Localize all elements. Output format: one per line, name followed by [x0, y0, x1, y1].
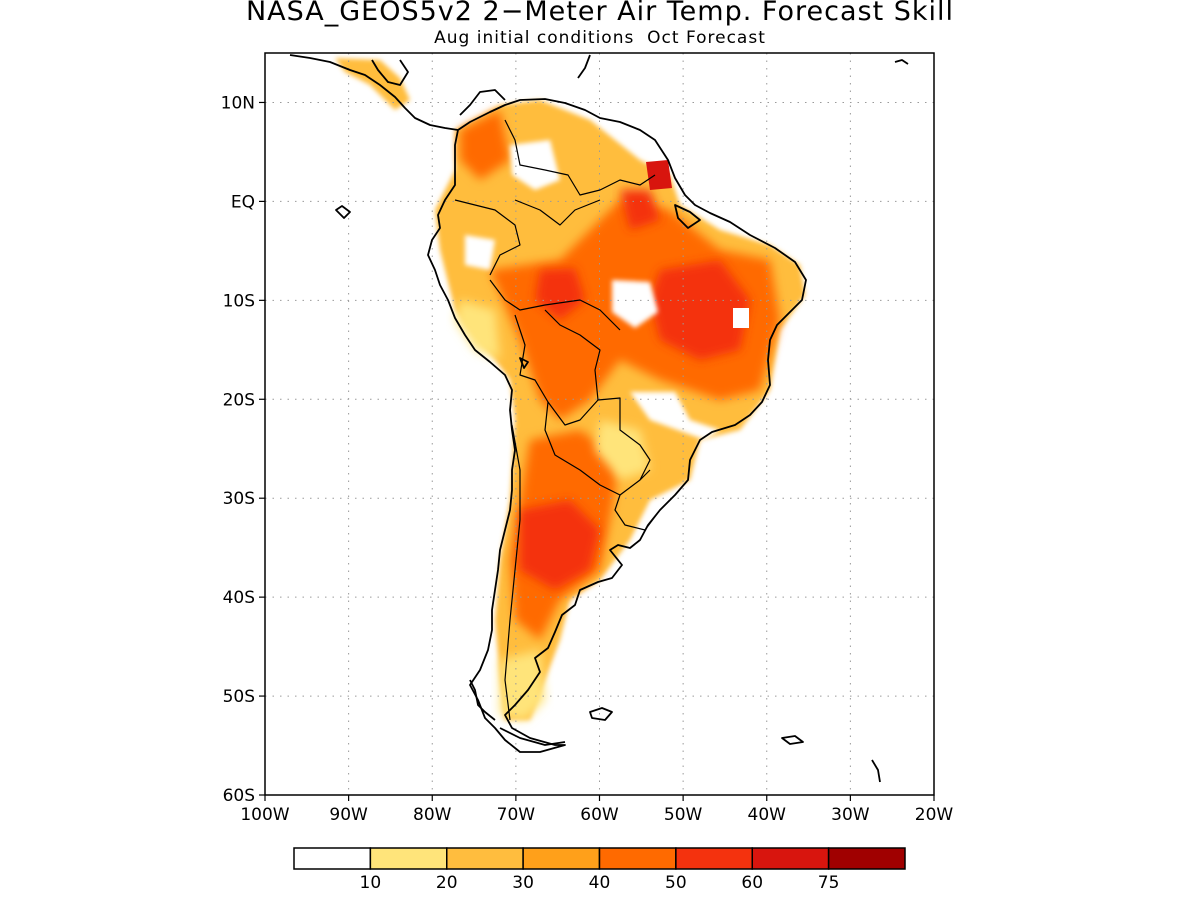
south-america-coastline [427, 98, 807, 753]
map-subtitle: Aug initial conditions Oct Forecast [434, 28, 766, 48]
coastline [289, 54, 909, 783]
amazon-delta [674, 204, 701, 229]
skill-field-red [620, 190, 660, 230]
skill-field-red [535, 268, 585, 320]
colorbar-swatch [446, 847, 524, 870]
longitude-label: 90W [329, 805, 368, 825]
longitude-labels: 100W 90W 80W 70W 60W 50W 40W 30W 20W [240, 795, 953, 825]
country-border [454, 199, 521, 276]
latitude-labels: 10N EQ 10S 20S 30S 40S 50S 60S [221, 93, 265, 806]
colorbar-swatch [827, 847, 906, 870]
longitude-label: 80W [413, 805, 452, 825]
country-border [504, 119, 656, 196]
country-border [489, 279, 621, 331]
map-title: NASA_GEOS5v2 2−Meter Air Temp. Forecast … [245, 0, 955, 27]
longitude-label: 20W [915, 805, 954, 825]
colorbar-label: 40 [589, 873, 611, 893]
central-america-coastline [289, 54, 459, 131]
country-border [514, 199, 601, 226]
colorbar: 10 20 30 40 50 60 75 [293, 847, 906, 893]
country-border [544, 309, 601, 401]
map-frame [264, 52, 935, 796]
colorbar-swatch [598, 847, 677, 870]
longitude-label: 30W [831, 805, 870, 825]
skill-field-orange [460, 110, 510, 180]
skill-field-red [646, 160, 672, 190]
latitude-label: 30S [223, 489, 255, 509]
latitude-label: 10N [221, 93, 255, 113]
colorbar-swatch [751, 847, 830, 870]
country-borders [454, 119, 661, 721]
colorbar-label: 50 [665, 873, 687, 893]
country-border [544, 401, 651, 496]
skill-field-red [520, 500, 600, 590]
galapagos-islands [335, 205, 351, 219]
skill-field-white [630, 392, 720, 440]
skill-field-yellow [500, 650, 545, 720]
colorbar-label: 75 [818, 873, 840, 893]
skill-field-red [650, 260, 750, 360]
country-border [614, 494, 661, 531]
colorbar-swatch [293, 847, 372, 870]
latitude-label: EQ [231, 192, 255, 212]
caribbean-coastline [577, 54, 591, 79]
longitude-label: 40W [748, 805, 787, 825]
longitude-label: 60W [580, 805, 619, 825]
colorbar-label: 10 [360, 873, 382, 893]
skill-field-yellow [455, 300, 500, 360]
caribbean-coastline [459, 89, 506, 116]
skill-field [335, 58, 805, 720]
falkland-islands [589, 707, 613, 721]
south-georgia [781, 735, 804, 745]
country-border [514, 314, 651, 481]
colorbar-label: 60 [741, 873, 763, 893]
country-border [504, 424, 521, 721]
chile-archipelago [469, 679, 496, 721]
colorbar-swatch [522, 847, 601, 870]
colorbar-label: 30 [512, 873, 534, 893]
longitude-label: 70W [497, 805, 536, 825]
colorbar-swatch [675, 847, 753, 870]
tierra-del-fuego-coastline [499, 727, 566, 746]
latitude-label: 10S [223, 291, 255, 311]
latitude-label: 40S [223, 588, 255, 608]
skill-field-white [612, 280, 658, 328]
skill-field-white [733, 308, 749, 328]
skill-field-yellow [595, 420, 650, 480]
longitude-label: 50W [664, 805, 703, 825]
islands [871, 759, 881, 783]
colorbar-label: 20 [436, 873, 458, 893]
skill-field-white [510, 140, 560, 190]
islands [894, 59, 909, 65]
colorbar-swatch [369, 847, 448, 870]
longitude-label: 100W [240, 805, 289, 825]
latitude-label: 50S [223, 687, 255, 707]
latitude-label: 20S [223, 390, 255, 410]
skill-field-white [465, 235, 495, 270]
central-america-coastline [371, 59, 409, 86]
latitude-label: 60S [223, 786, 255, 806]
